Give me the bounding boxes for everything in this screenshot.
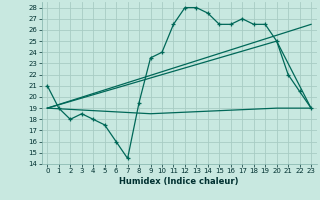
X-axis label: Humidex (Indice chaleur): Humidex (Indice chaleur) bbox=[119, 177, 239, 186]
